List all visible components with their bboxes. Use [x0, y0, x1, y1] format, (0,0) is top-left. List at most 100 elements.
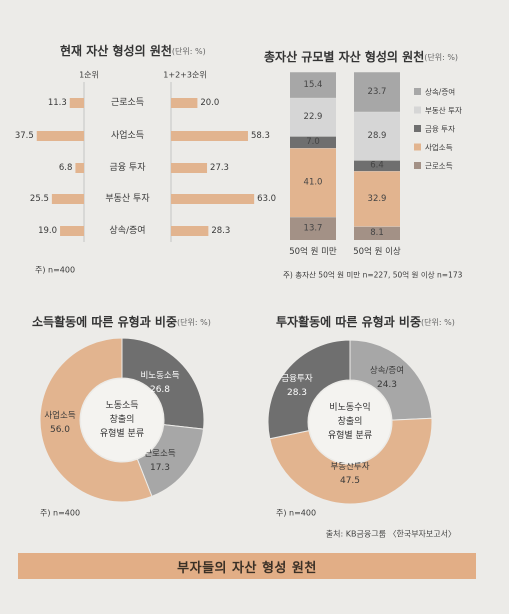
chart2-legend-label: 금융 투자 — [425, 125, 455, 134]
chart2-segment-value: 41.0 — [304, 178, 323, 188]
chart1-series-label-left: 1순위 — [79, 71, 99, 80]
chart1-category-label: 부동산 투자 — [105, 193, 150, 204]
banner: 부자들의 자산 형성 원천 — [18, 553, 476, 579]
chart3-title-unit: (단위: %) — [177, 317, 211, 327]
chart1-value-right: 28.3 — [211, 226, 230, 236]
chart3-slice-value: 26.8 — [150, 385, 170, 395]
chart4-slice-name: 상속/증여 — [370, 365, 404, 376]
chart2-legend-swatch — [414, 106, 421, 114]
chart3-center-label: 유형별 분류 — [100, 428, 144, 439]
chart2-legend-label: 사업소득 — [425, 143, 453, 152]
chart2-note: 주) 총자산 50억 원 미만 n=227, 50억 원 이상 n=173 — [283, 270, 463, 280]
chart3-slice-value: 56.0 — [50, 425, 70, 435]
chart2-segment-value: 6.4 — [370, 161, 384, 171]
chart2-segment — [354, 111, 400, 161]
chart2-category-label: 50억 원 이상 — [353, 246, 401, 257]
chart1-value-right: 20.0 — [200, 98, 219, 108]
chart2-title: 총자산 규모별 자산 형성의 원천(단위: %) — [264, 49, 458, 64]
chart4-slice — [349, 339, 433, 421]
chart1-series-label-right: 1+2+3순위 — [163, 71, 206, 80]
chart2-legend-swatch — [414, 143, 421, 151]
chart2-segment — [354, 226, 400, 240]
chart1-title: 현재 자산 형성의 원천(단위: %) — [60, 43, 206, 58]
chart1-value-right: 63.0 — [257, 194, 276, 204]
chart1-value-left: 25.5 — [30, 194, 49, 204]
chart1-bar-right — [171, 163, 208, 173]
chart2-segment-value: 32.9 — [368, 194, 387, 204]
chart1-bar-left — [69, 98, 84, 108]
chart1-value-right: 27.3 — [210, 163, 229, 173]
chart1-category-label: 상속/증여 — [109, 224, 145, 236]
chart1-bar-right — [171, 131, 248, 141]
chart2-segment — [290, 136, 336, 149]
chart2-legend-label: 상속/증여 — [425, 87, 455, 97]
chart2-legend-swatch — [414, 88, 421, 95]
chart2-legend-swatch — [414, 125, 421, 132]
chart1-bar-left — [60, 226, 84, 236]
chart2-segment — [354, 160, 400, 172]
chart4-slice — [269, 417, 433, 505]
chart3-slice-name: 근로소득 — [144, 449, 175, 459]
chart2-segment — [290, 216, 336, 240]
chart1-value-left: 11.3 — [48, 98, 67, 108]
chart4-note: 주) n=400 — [276, 509, 316, 518]
chart4-slice-name: 부동산투자 — [330, 461, 369, 472]
chart1-value-right: 58.3 — [251, 131, 270, 141]
chart2-segment — [354, 171, 400, 227]
chart2-segment-value: 22.9 — [304, 112, 323, 122]
chart4-slice-name: 금융투자 — [281, 374, 312, 384]
chart2-category-label: 50억 원 미만 — [289, 246, 337, 257]
chart2-segment — [290, 148, 336, 217]
chart1-bar-right — [171, 98, 198, 108]
chart3-center-label: 노동소득 — [105, 400, 138, 411]
chart2-segment-value: 23.7 — [368, 87, 387, 97]
chart1-bar-left — [51, 194, 84, 204]
chart2-segment — [354, 72, 400, 112]
chart3-slice-name: 비노동소득 — [140, 371, 179, 381]
chart2-segment-value: 7.0 — [306, 137, 320, 147]
chart3-slice — [121, 337, 205, 430]
chart2-title-unit: (단위: %) — [424, 52, 458, 62]
chart1-bar-right — [171, 226, 209, 236]
chart4-center-label: 유형별 분류 — [328, 430, 372, 441]
chart1-title-unit: (단위: %) — [172, 46, 206, 56]
chart2-legend-label: 부동산 투자 — [425, 105, 462, 115]
chart1-note: 주) n=400 — [35, 266, 75, 275]
chart4-slice — [267, 339, 351, 440]
chart4-title-unit: (단위: %) — [421, 317, 455, 327]
chart3-note: 주) n=400 — [40, 509, 80, 518]
chart2-title-text: 총자산 규모별 자산 형성의 원천 — [264, 49, 424, 64]
chart3-slice-value: 17.3 — [150, 463, 170, 473]
chart3-slice — [39, 337, 153, 503]
chart4-center-label: 창출의 — [338, 416, 363, 427]
chart2-segment-value: 15.4 — [304, 80, 323, 90]
chart1-bar-right — [171, 194, 255, 204]
chart2-legend-label: 근로소득 — [425, 162, 453, 171]
chart1-value-left: 37.5 — [15, 131, 34, 141]
chart1-category-label: 금융 투자 — [110, 162, 147, 173]
chart4-center-label: 비노동수익 — [329, 401, 370, 413]
chart1-title-text: 현재 자산 형성의 원천 — [60, 43, 172, 58]
chart2-legend-swatch — [414, 162, 421, 169]
chart3-slice-name: 사업소득 — [44, 411, 75, 421]
chart3-title: 소득활동에 따른 유형과 비중(단위: %) — [32, 314, 211, 329]
chart1-category-label: 사업소득 — [111, 130, 144, 141]
chart4-slice-value: 47.5 — [340, 476, 360, 486]
chart4-slice-value: 28.3 — [287, 388, 307, 398]
source-note: 출처: KB금융그룹 〈한국부자보고서〉 — [326, 529, 456, 539]
chart2-segment-value: 28.9 — [368, 131, 387, 141]
chart2-segment-value: 8.1 — [370, 228, 384, 238]
banner-title: 부자들의 자산 형성 원천 — [177, 560, 317, 576]
chart2-segment — [290, 72, 336, 98]
chart1-value-left: 6.8 — [59, 163, 73, 173]
chart3-center-label: 창출의 — [110, 414, 135, 425]
chart3-title-text: 소득활동에 따른 유형과 비중 — [32, 314, 177, 329]
chart4-title: 투자활동에 따른 유형과 비중(단위: %) — [276, 314, 455, 329]
chart2-segment — [290, 97, 336, 137]
chart2-segment-value: 13.7 — [304, 223, 323, 233]
chart1-category-label: 근로소득 — [111, 97, 144, 108]
chart3-center — [81, 379, 163, 461]
chart4-title-text: 투자활동에 따른 유형과 비중 — [276, 314, 421, 329]
chart4-slice-value: 24.3 — [377, 380, 397, 390]
